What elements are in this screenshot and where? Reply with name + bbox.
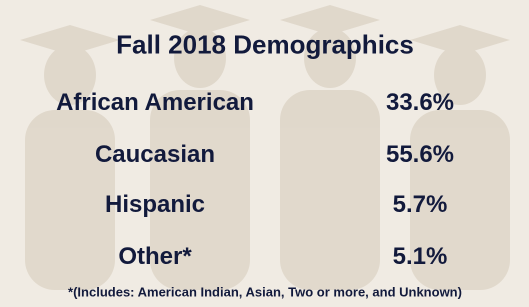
row-value: 55.6% [386, 141, 454, 169]
title: Fall 2018 Demographics [116, 30, 414, 61]
footnote: *(Includes: American Indian, Asian, Two … [68, 285, 462, 300]
row-label: Hispanic [105, 191, 205, 219]
row-label: Caucasian [95, 141, 215, 169]
row-value: 5.1% [393, 243, 448, 271]
row-label: Other* [118, 243, 191, 271]
row-value: 5.7% [393, 191, 448, 219]
row-value: 33.6% [386, 89, 454, 117]
row-label: African American [56, 89, 254, 117]
infographic: Fall 2018 Demographics African American 3… [0, 0, 529, 307]
